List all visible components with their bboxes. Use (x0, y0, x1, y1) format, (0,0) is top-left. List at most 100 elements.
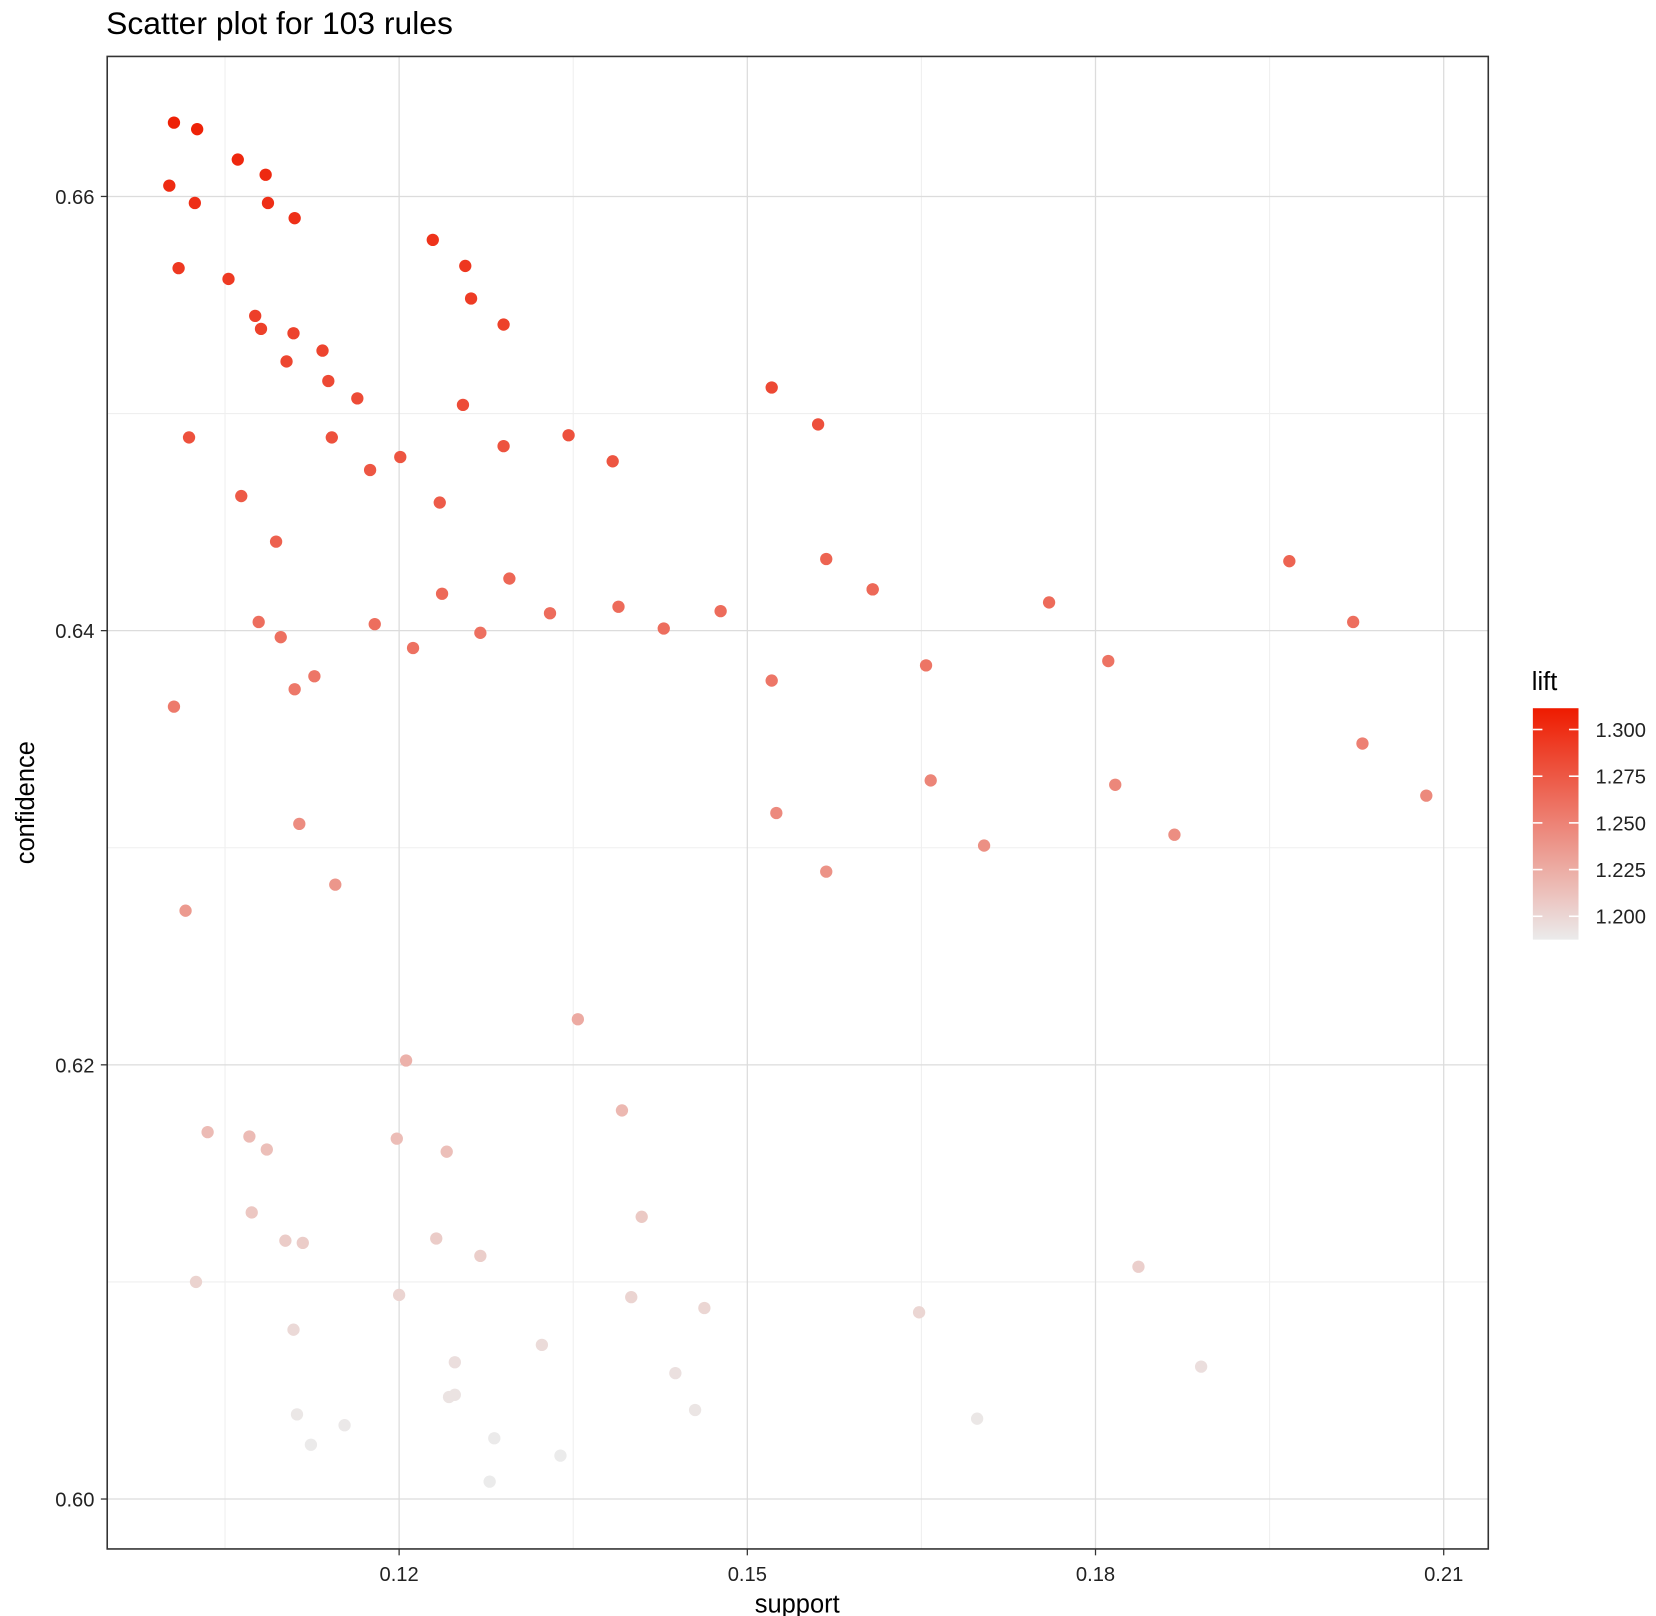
y-tick-label: 0.66 (55, 187, 94, 209)
point (296, 1236, 309, 1250)
point (191, 123, 204, 136)
x-axis-label: support (755, 1591, 840, 1616)
point (172, 261, 185, 275)
point (351, 392, 364, 405)
colorbar-tick-label: 1.225 (1595, 860, 1645, 882)
point (325, 431, 338, 444)
point (448, 1356, 461, 1369)
colorbar (1532, 708, 1579, 940)
point (280, 355, 293, 368)
point (562, 429, 575, 442)
x-tick-label: 0.15 (728, 1564, 767, 1586)
point (167, 700, 181, 713)
point (433, 496, 446, 509)
point (316, 344, 329, 357)
point (235, 489, 248, 503)
point (288, 683, 301, 696)
point (543, 607, 557, 620)
point (304, 1438, 318, 1451)
point (245, 1206, 258, 1219)
point (765, 674, 778, 687)
point (615, 1104, 629, 1117)
point (290, 1408, 304, 1421)
point (606, 455, 619, 468)
point (182, 431, 196, 444)
y-axis-label: confidence (12, 741, 40, 864)
point (924, 774, 937, 787)
point (811, 418, 825, 431)
point (243, 1130, 256, 1143)
point (497, 318, 510, 331)
point (535, 1338, 549, 1352)
point (322, 374, 335, 388)
y-tick-label: 0.62 (55, 1055, 94, 1077)
point (293, 817, 306, 831)
point (274, 631, 287, 644)
point (288, 212, 301, 225)
point (399, 1054, 413, 1067)
y-tick-label: 0.64 (55, 621, 94, 643)
point (820, 552, 833, 566)
point (698, 1301, 711, 1315)
colorbar-tick-label: 1.250 (1595, 813, 1645, 835)
point (977, 839, 991, 852)
point (338, 1419, 351, 1432)
point (222, 272, 235, 286)
point (269, 535, 283, 548)
point (474, 1249, 487, 1263)
point (435, 587, 449, 600)
colorbar-tick-label: 1.300 (1595, 720, 1645, 742)
point (259, 168, 272, 181)
colorbar-tick-label: 1.200 (1595, 907, 1645, 929)
point (497, 439, 510, 453)
point (770, 806, 783, 820)
point (394, 450, 407, 464)
point (201, 1125, 214, 1139)
point (714, 604, 727, 618)
point (260, 1143, 273, 1156)
point (368, 617, 381, 631)
point (390, 1132, 403, 1145)
point (625, 1290, 638, 1304)
x-tick-label: 0.18 (1076, 1564, 1115, 1586)
point (189, 1275, 203, 1289)
point (503, 572, 516, 585)
point (406, 641, 420, 655)
point (188, 196, 202, 210)
point (329, 878, 342, 891)
point (635, 1210, 648, 1223)
point (456, 398, 470, 412)
point (1109, 778, 1122, 791)
point (866, 583, 879, 596)
point (308, 670, 321, 683)
point (483, 1475, 496, 1488)
point (426, 233, 439, 247)
point (1132, 1260, 1145, 1273)
point (261, 196, 275, 210)
point (287, 327, 300, 340)
point (488, 1432, 501, 1445)
point (249, 309, 262, 323)
point (1168, 828, 1181, 841)
point (464, 292, 478, 305)
point (554, 1449, 567, 1462)
point (430, 1232, 443, 1245)
point (474, 626, 487, 639)
point (279, 1234, 292, 1247)
x-tick-label: 0.21 (1424, 1564, 1463, 1586)
point (1420, 789, 1433, 802)
point (688, 1403, 702, 1417)
point (440, 1145, 453, 1158)
point (287, 1323, 300, 1336)
y-tick-label: 0.60 (55, 1489, 94, 1511)
point (1102, 654, 1115, 668)
chart-title: Scatter plot for 103 rules (106, 5, 453, 41)
point (970, 1412, 984, 1425)
point (1194, 1360, 1208, 1373)
point (363, 463, 377, 477)
point (919, 659, 933, 672)
point (912, 1306, 926, 1319)
point (657, 622, 670, 635)
point (820, 865, 833, 878)
